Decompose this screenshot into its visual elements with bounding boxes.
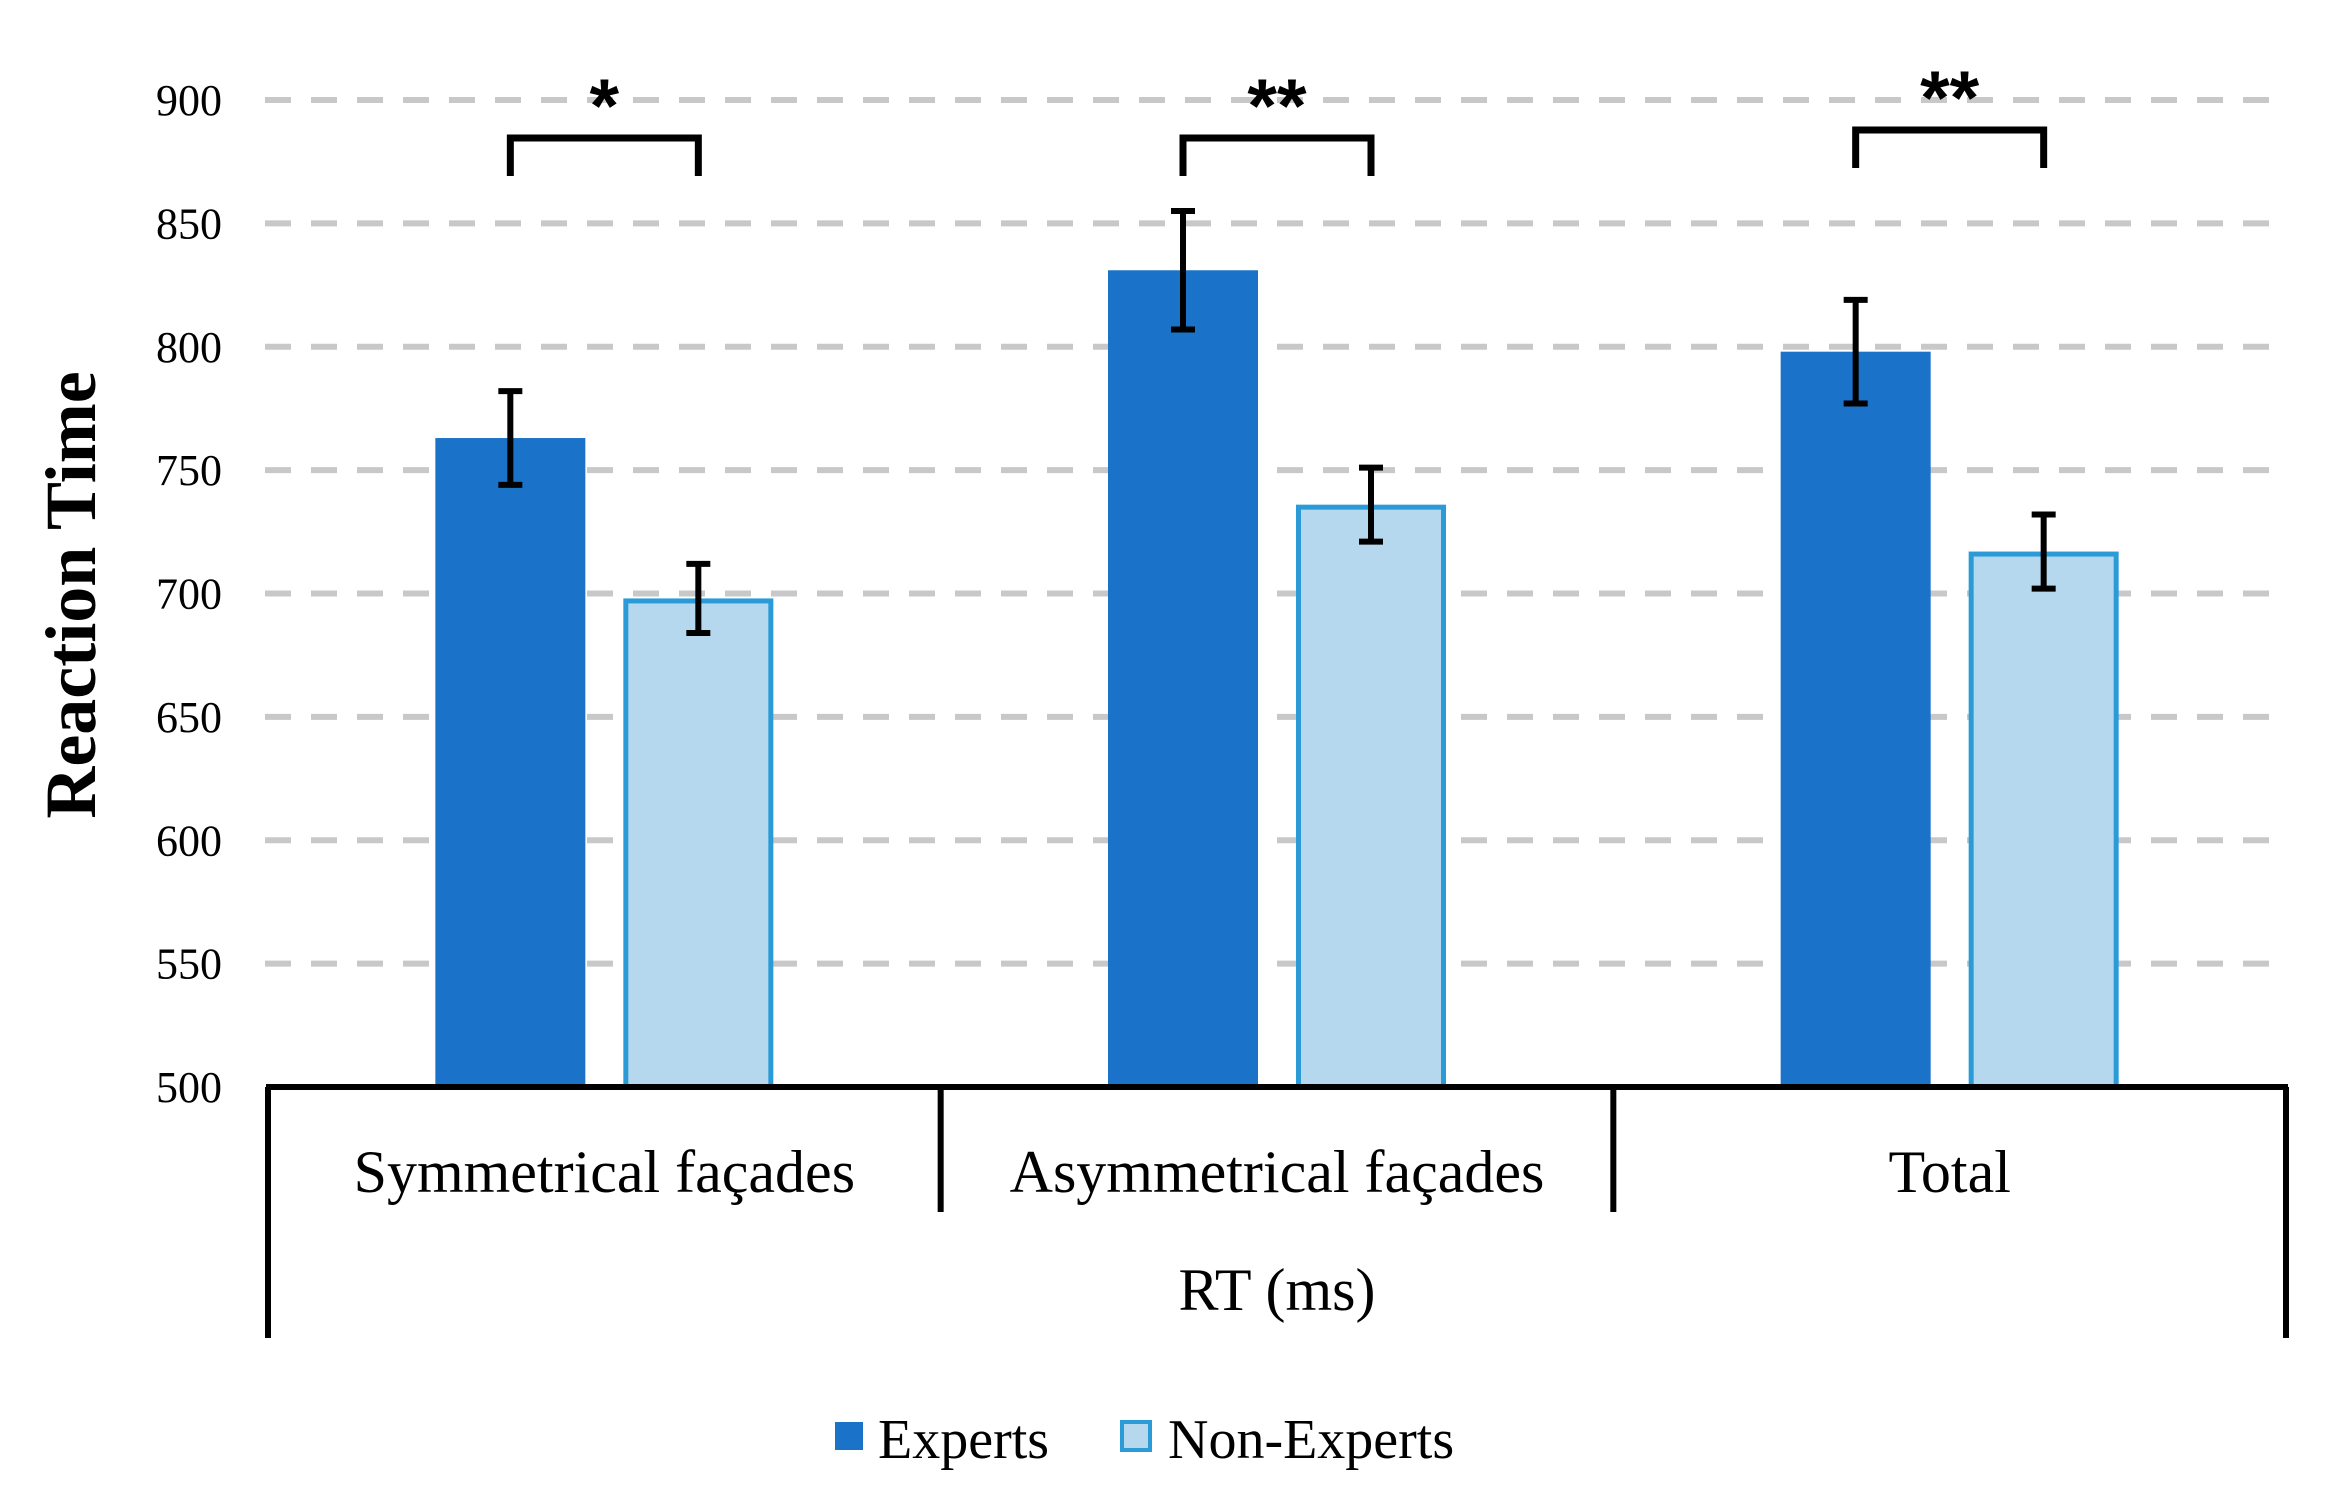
y-tick-600: 600 (156, 816, 222, 865)
legend-label-experts: Experts (878, 1409, 1049, 1471)
y-tick-550: 550 (156, 940, 222, 989)
x-axis-group-label: RT (ms) (1179, 1257, 1376, 1323)
legend-label-non-experts: Non-Experts (1168, 1409, 1454, 1471)
error-bar-non-experts-2 (1359, 464, 1383, 545)
error-bar-experts-1 (498, 388, 523, 488)
bar-non-experts-3 (1968, 551, 2119, 1090)
y-axis-ticks: 500 550 600 650 700 750 800 850 900 (156, 76, 222, 1112)
significance-label-3: ** (1920, 56, 1980, 141)
significance-label-1: * (590, 64, 620, 149)
y-tick-700: 700 (156, 570, 222, 619)
y-tick-650: 650 (156, 693, 222, 742)
error-bar-non-experts-1 (686, 560, 711, 636)
x-category-label-3: Total (1888, 1139, 2010, 1205)
gridlines (265, 97, 2288, 967)
y-axis-label: Reaction Time (31, 371, 111, 818)
bars (435, 270, 2119, 1090)
significance-bracket-2 (1179, 134, 1375, 176)
significance-label-2: ** (1247, 64, 1307, 149)
bar-experts-3 (1780, 351, 1931, 1087)
x-category-label-2: Asymmetrical façades (1010, 1139, 1545, 1205)
significance-brackets: * ** ** (506, 56, 2048, 176)
significance-bracket-3 (1852, 126, 2048, 168)
bar-non-experts-2 (1296, 504, 1446, 1090)
y-tick-800: 800 (156, 323, 222, 372)
significance-bracket-1 (506, 134, 702, 176)
bar-experts-2 (1108, 270, 1258, 1087)
y-tick-850: 850 (156, 199, 222, 248)
legend-swatch-non-experts (1120, 1420, 1152, 1452)
error-bar-experts-2 (1171, 208, 1195, 333)
error-bars (498, 208, 2056, 636)
y-tick-900: 900 (156, 76, 222, 125)
error-bar-experts-3 (1843, 296, 1868, 407)
bar-non-experts-1 (623, 598, 774, 1090)
x-axis-table: Symmetrical façades Asymmetrical façades T… (265, 1084, 2289, 1338)
error-bar-non-experts-3 (2031, 511, 2056, 592)
x-category-label-1: Symmetrical façades (354, 1139, 855, 1205)
y-tick-750: 750 (156, 446, 222, 495)
bar-experts-1 (435, 438, 586, 1087)
y-tick-500: 500 (156, 1063, 222, 1112)
legend: Experts Non-Experts (835, 1409, 1454, 1471)
legend-swatch-experts (835, 1422, 863, 1450)
